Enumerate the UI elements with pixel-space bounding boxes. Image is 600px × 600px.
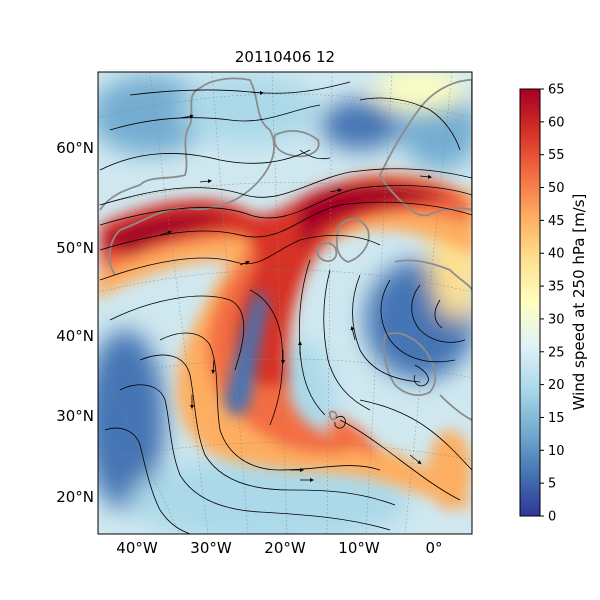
graticule-meridian bbox=[149, 72, 209, 534]
map-title: 20110406 12 bbox=[234, 48, 336, 66]
streamline-arrow bbox=[239, 260, 250, 266]
graticule-meridian bbox=[98, 359, 181, 534]
graticule-parallel bbox=[98, 93, 472, 119]
streamline-arrow bbox=[419, 174, 432, 179]
lon-axis: 40°W 30°W 20°W 10°W 0° bbox=[116, 539, 442, 557]
streamline bbox=[159, 332, 381, 471]
colorbar-tick-label: 40 bbox=[548, 247, 565, 262]
streamline-arrow bbox=[249, 90, 264, 95]
streamline bbox=[434, 299, 443, 329]
streamline bbox=[339, 419, 461, 501]
graticule-meridian bbox=[365, 72, 393, 534]
map-frame bbox=[97, 71, 473, 535]
colorbar-tick-label: 15 bbox=[548, 411, 565, 426]
coastlines bbox=[99, 77, 472, 421]
lat-tick-label: 20°N bbox=[56, 488, 94, 506]
streamline bbox=[380, 279, 456, 363]
colorbar-label: Wind speed at 250 hPa [m/s] bbox=[570, 194, 588, 411]
lon-tick-label: 30°W bbox=[190, 539, 232, 557]
streamline bbox=[411, 284, 466, 343]
lat-tick-label: 60°N bbox=[56, 139, 94, 157]
graticule-meridian bbox=[211, 72, 249, 534]
graticule-parallel bbox=[98, 269, 472, 293]
colorbar-tick-label: 5 bbox=[548, 477, 556, 492]
lat-axis: 60°N 50°N 40°N 30°N 20°N bbox=[56, 139, 94, 506]
colorbar-tick-label: 35 bbox=[548, 280, 565, 295]
streamline bbox=[413, 364, 429, 387]
coastline-iberia bbox=[382, 332, 437, 396]
streamline-arrow bbox=[211, 359, 216, 374]
streamline bbox=[299, 149, 331, 160]
coastline-north-africa bbox=[439, 394, 472, 421]
colorbar-tick-label: 45 bbox=[548, 214, 565, 229]
colorbar-tick-label: 55 bbox=[548, 148, 565, 163]
streamline bbox=[119, 384, 391, 531]
streamline bbox=[99, 149, 311, 171]
streamlines bbox=[99, 81, 472, 534]
lat-tick-label: 50°N bbox=[56, 239, 94, 257]
streamline bbox=[104, 427, 191, 534]
colorbar-tick-label: 50 bbox=[548, 181, 565, 196]
colorbar-ticks: 0 5 10 15 20 25 30 35 40 45 50 55 60 65 bbox=[540, 83, 565, 525]
colorbar-bar bbox=[519, 88, 541, 517]
colorbar-tick-label: 10 bbox=[548, 444, 565, 459]
streamline-arrow bbox=[159, 230, 172, 236]
coastline-iceland bbox=[273, 129, 320, 158]
lon-tick-label: 10°W bbox=[338, 539, 380, 557]
lat-tick-label: 40°N bbox=[56, 327, 94, 345]
colorbar-tick-label: 60 bbox=[548, 115, 565, 130]
colorbar-tick-label: 30 bbox=[548, 312, 565, 327]
coastline-ireland bbox=[316, 242, 338, 263]
streamline bbox=[99, 235, 381, 281]
graticule-meridian bbox=[404, 72, 453, 534]
streamline-arrow bbox=[179, 114, 194, 119]
streamline bbox=[359, 399, 472, 471]
lon-tick-label: 20°W bbox=[264, 539, 306, 557]
streamline-arrows bbox=[159, 90, 432, 482]
streamline-arrow bbox=[329, 188, 342, 193]
colorbar: 0 5 10 15 20 25 30 35 40 45 50 55 60 65 Wind speed at… bbox=[519, 83, 588, 525]
wind-speed-field bbox=[98, 72, 472, 534]
colorbar-tick-label: 65 bbox=[548, 83, 565, 98]
coastline-greenland bbox=[99, 77, 275, 276]
streamline bbox=[249, 289, 283, 426]
colorbar-tick-label: 25 bbox=[548, 345, 565, 360]
coastline-scandinavia bbox=[379, 79, 472, 217]
lon-tick-label: 40°W bbox=[116, 539, 158, 557]
streamline bbox=[334, 415, 346, 429]
streamline bbox=[352, 274, 421, 383]
streamline bbox=[99, 185, 472, 226]
colorbar-tick-label: 20 bbox=[548, 378, 565, 393]
lon-tick-label: 0° bbox=[425, 539, 442, 557]
graticule-parallel bbox=[98, 442, 472, 461]
graticule-meridian bbox=[326, 72, 333, 534]
streamline-arrow bbox=[199, 179, 212, 184]
coastline-british-isles bbox=[335, 218, 370, 263]
coastline-europe bbox=[394, 259, 472, 291]
streamline bbox=[109, 104, 321, 131]
streamline bbox=[139, 354, 396, 506]
colorbar-tick-label: 0 bbox=[548, 510, 556, 525]
lat-tick-label: 30°N bbox=[56, 407, 94, 425]
streamline bbox=[323, 269, 371, 411]
streamline bbox=[109, 295, 245, 371]
streamline-arrow bbox=[350, 326, 356, 341]
streamline bbox=[99, 168, 472, 206]
streamline-arrow bbox=[409, 454, 422, 465]
streamline bbox=[359, 97, 461, 151]
graticule-parallel bbox=[98, 182, 472, 206]
